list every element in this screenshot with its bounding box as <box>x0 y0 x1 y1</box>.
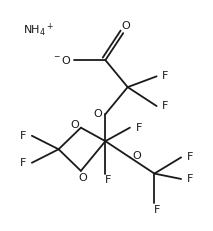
Text: F: F <box>135 123 142 133</box>
Text: F: F <box>162 101 168 111</box>
Text: O: O <box>70 120 79 130</box>
Text: NH$_4$$^+$: NH$_4$$^+$ <box>23 22 54 39</box>
Text: O: O <box>121 21 130 31</box>
Text: F: F <box>187 174 193 184</box>
Text: F: F <box>187 152 193 162</box>
Text: $^-$O: $^-$O <box>52 54 72 66</box>
Text: F: F <box>20 131 26 141</box>
Text: F: F <box>162 71 168 81</box>
Text: O: O <box>132 151 141 161</box>
Text: O: O <box>79 173 88 183</box>
Text: F: F <box>20 158 26 168</box>
Text: F: F <box>153 205 160 215</box>
Text: F: F <box>104 175 111 185</box>
Text: O: O <box>93 109 102 119</box>
